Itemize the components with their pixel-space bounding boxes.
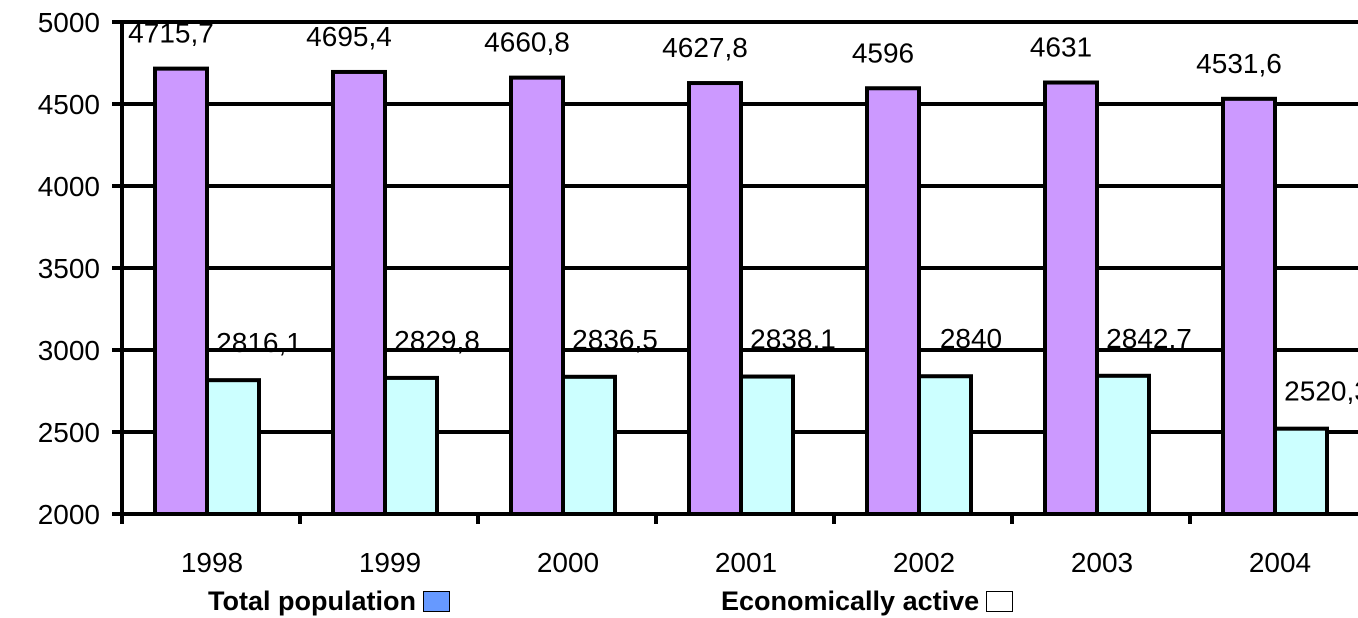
y-tick-label: 4500 (38, 89, 100, 120)
x-tick-label-2002: 2002 (893, 547, 955, 578)
x-tick-label-2004: 2004 (1249, 547, 1311, 578)
data-label-total-population-2001: 4627,8 (662, 32, 748, 63)
legend-label-total-population: Total population (208, 585, 416, 616)
data-label-economically-active-1999: 2829,8 (394, 325, 480, 356)
x-tick-label-2003: 2003 (1071, 547, 1133, 578)
legend-swatch-economically-active (986, 590, 1014, 612)
bar-total-population-2000 (509, 75, 565, 516)
data-label-total-population-2000: 4660,8 (484, 27, 570, 58)
bar-economically-active-1998 (205, 378, 261, 516)
bar-total-population-1998 (153, 66, 209, 516)
bar-economically-active-1999 (383, 375, 439, 517)
legend-swatch-total-population (422, 590, 450, 612)
y-tick-label: 2500 (38, 417, 100, 448)
data-label-economically-active-2004: 2520,3 (1284, 376, 1358, 407)
data-label-economically-active-2003: 2842,7 (1106, 323, 1192, 354)
data-label-total-population-2002: 4596 (852, 37, 914, 68)
y-tick-label: 4000 (38, 171, 100, 202)
data-label-economically-active-2001: 2838,1 (750, 324, 836, 355)
data-label-economically-active-1998: 2816,1 (216, 327, 302, 358)
bar-economically-active-2003 (1095, 373, 1151, 517)
legend-item-total-population: Total population (208, 584, 450, 618)
data-label-total-population-1999: 4695,4 (306, 21, 392, 52)
data-label-economically-active-2002: 2840 (940, 323, 1002, 354)
bar-total-population-1999 (331, 69, 387, 516)
x-tick-label-2000: 2000 (537, 547, 599, 578)
bar-economically-active-2002 (917, 374, 973, 516)
bar-total-population-2001 (687, 81, 743, 516)
y-tick-label: 3000 (38, 335, 100, 366)
x-tick-label-1998: 1998 (181, 547, 243, 578)
x-tick-label-1999: 1999 (359, 547, 421, 578)
y-tick-label: 2000 (38, 499, 100, 530)
y-tick-label: 3500 (38, 253, 100, 284)
y-tick-label: 5000 (38, 7, 100, 38)
legend-item-economically-active: Economically active (721, 584, 1014, 618)
bar-total-population-2003 (1043, 80, 1099, 517)
x-tick-label-2001: 2001 (715, 547, 777, 578)
bar-economically-active-2001 (739, 374, 795, 516)
data-label-total-population-1998: 4715,7 (128, 18, 214, 49)
bar-economically-active-2000 (561, 374, 617, 516)
bar-economically-active-2004 (1273, 426, 1329, 517)
data-label-total-population-2003: 4631 (1030, 32, 1092, 63)
legend-label-economically-active: Economically active (721, 585, 980, 616)
bar-total-population-2002 (865, 86, 921, 516)
data-label-economically-active-2000: 2836,5 (572, 324, 658, 355)
bar-total-population-2004 (1221, 96, 1277, 516)
data-label-total-population-2004: 4531,6 (1196, 48, 1282, 79)
